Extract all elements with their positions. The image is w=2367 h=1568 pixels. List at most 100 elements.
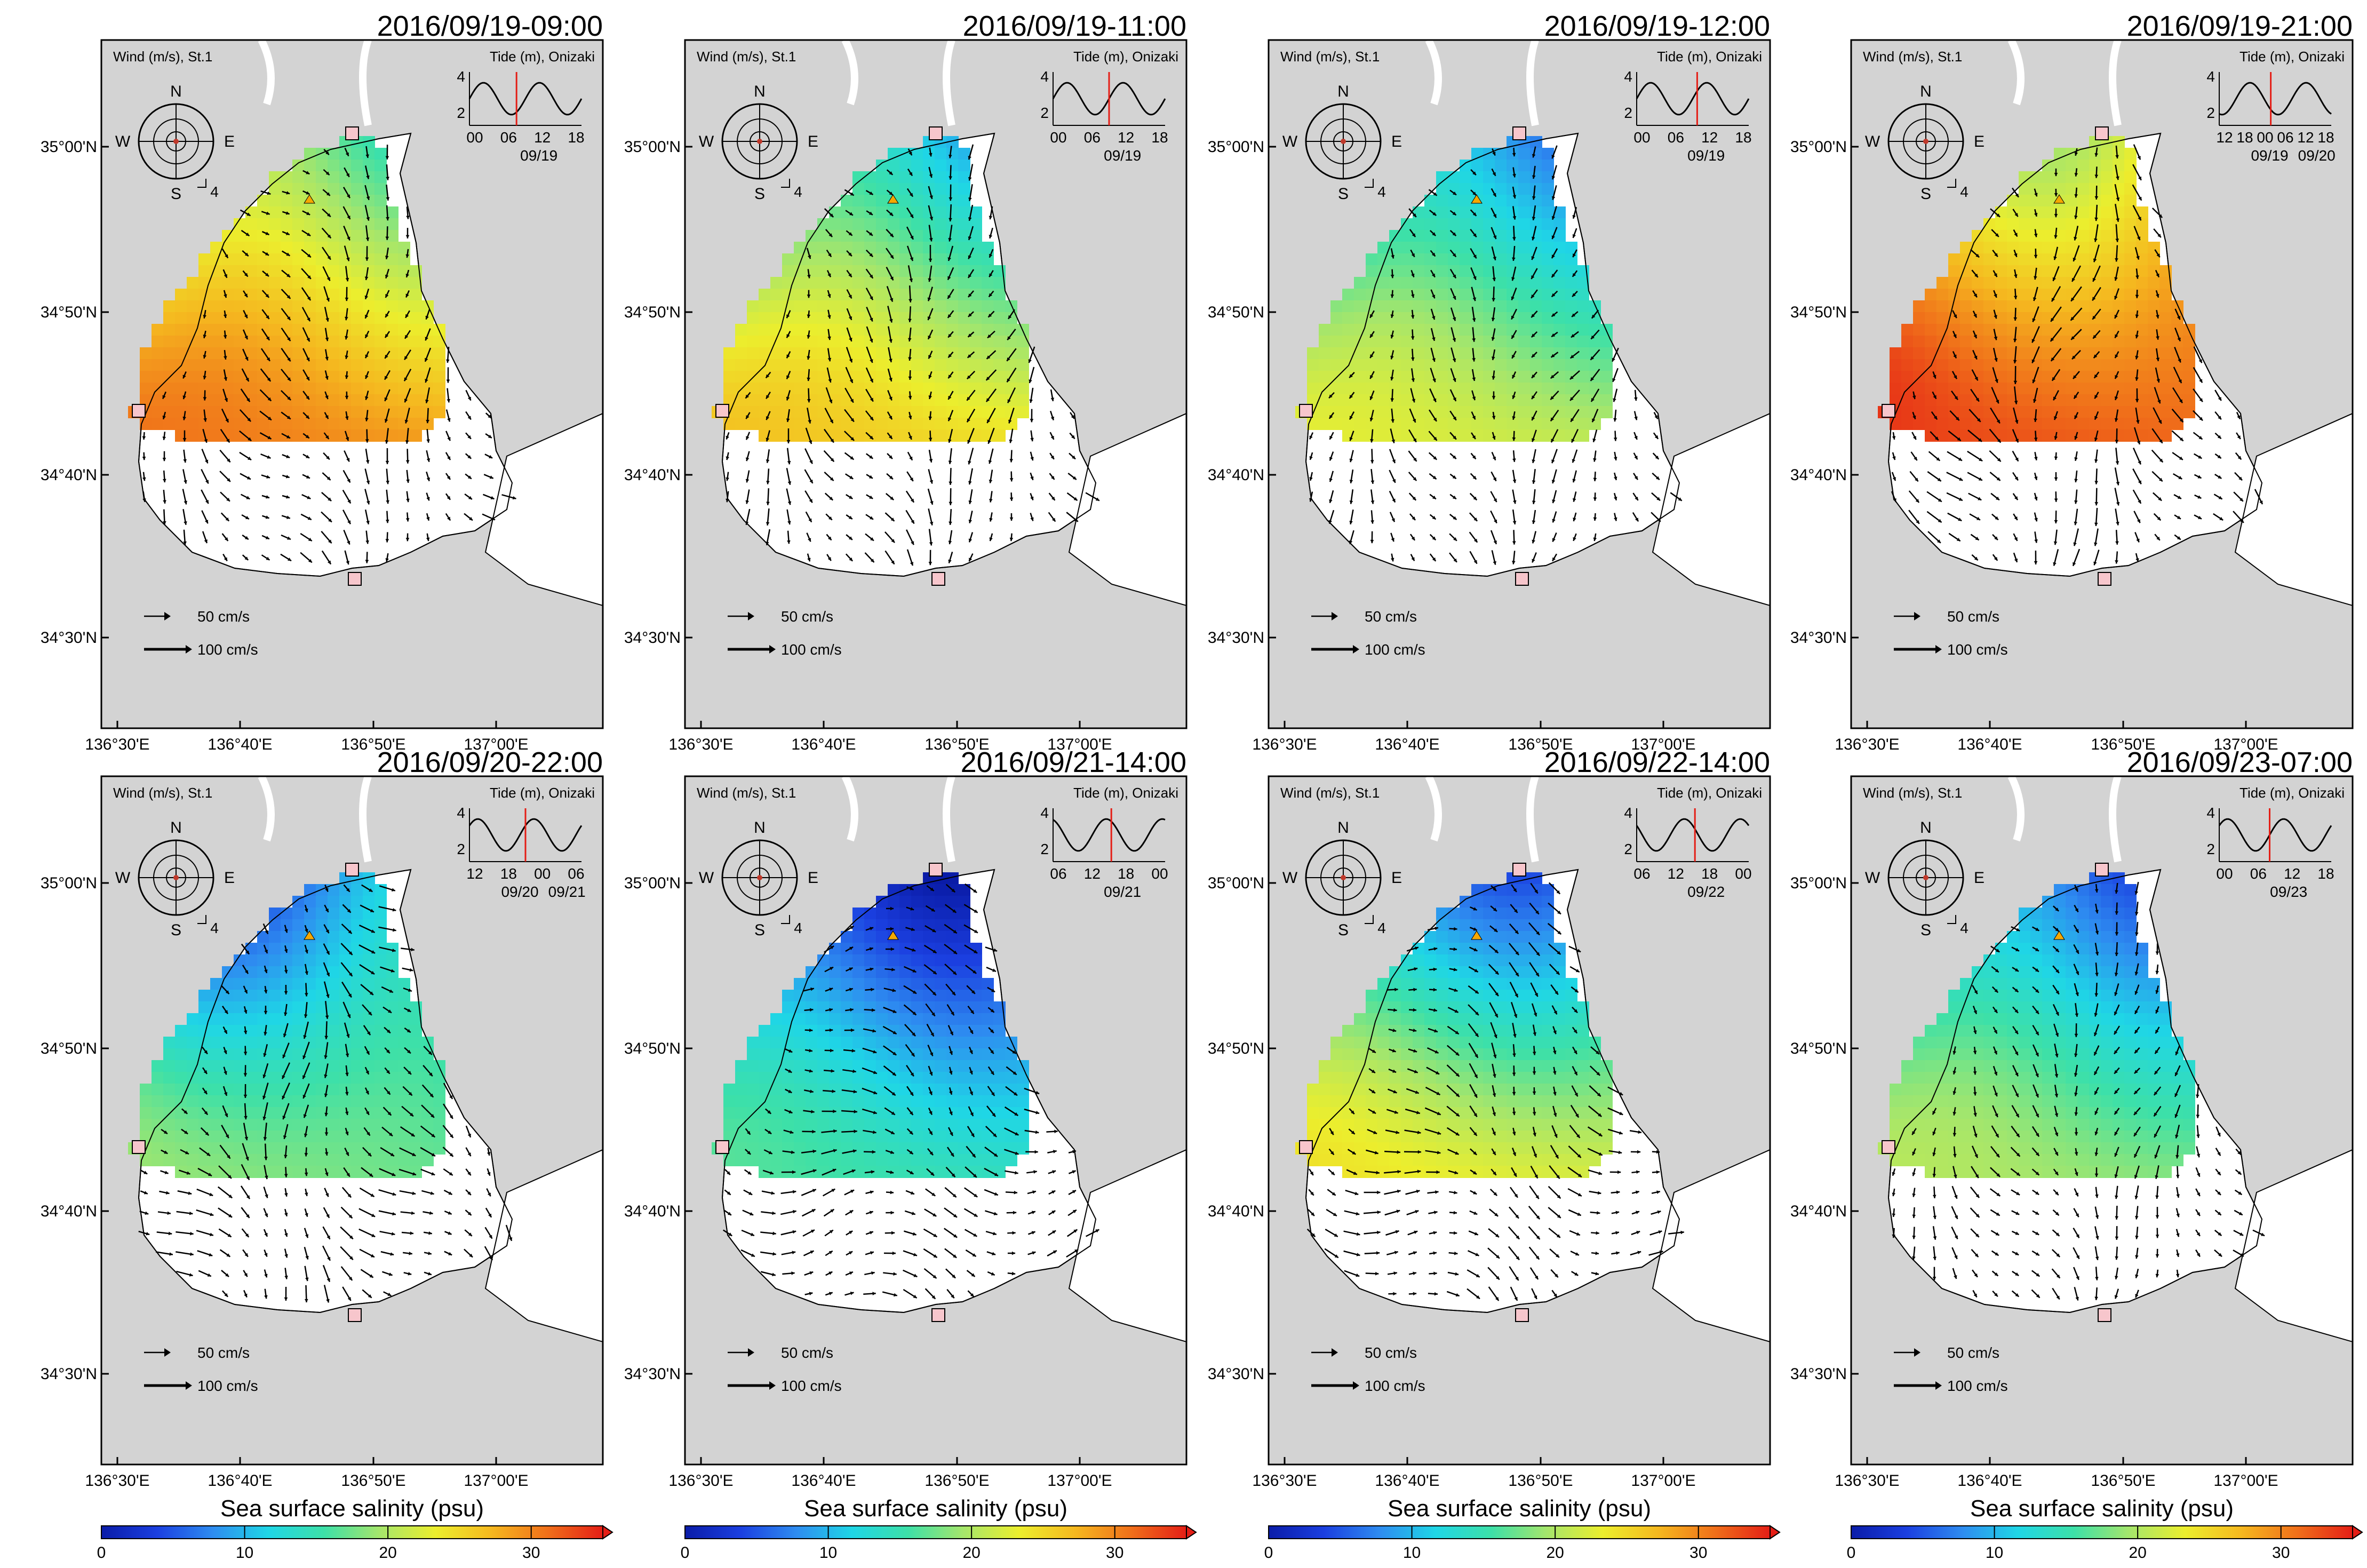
- compass-e: E: [224, 869, 235, 887]
- colorbar-tick: 10: [819, 1544, 837, 1562]
- legend-label: 50 cm/s: [1365, 608, 1417, 625]
- compass-w: W: [699, 869, 714, 887]
- current-vectors: [142, 145, 516, 565]
- compass-e: E: [1391, 133, 1402, 150]
- salinity-field: [1295, 136, 1613, 442]
- wind-label: Wind (m/s), St.1: [113, 49, 212, 65]
- compass-s: S: [1338, 921, 1349, 939]
- colorbar-tick: 0: [681, 1544, 690, 1562]
- wind-vector: [757, 875, 762, 880]
- lat-label: 35°00'N: [624, 874, 681, 892]
- lat-label: 34°40'N: [1790, 1203, 1847, 1220]
- outer-sea: [1068, 412, 1186, 607]
- lon-label: 136°40'E: [1957, 1472, 2022, 1490]
- lon-label: 136°40'E: [791, 736, 856, 753]
- lon-label: 136°50'E: [341, 736, 405, 753]
- compass-w: W: [1865, 869, 1880, 887]
- lat-label: 34°40'N: [41, 466, 97, 484]
- tide-tick: 12: [466, 865, 483, 882]
- compass-e: E: [808, 133, 818, 150]
- salinity-field: [712, 136, 1029, 442]
- wind-vector: [1923, 139, 1928, 144]
- station-triangle: [887, 930, 899, 940]
- lon-label: 137°00'E: [464, 736, 528, 753]
- lat-label: 34°40'N: [1790, 466, 1847, 484]
- lon-label: 136°40'E: [1375, 736, 1439, 753]
- tide-curve: [2218, 818, 2332, 852]
- current-vectors: [726, 144, 1100, 566]
- tide-date: 09/21: [548, 884, 586, 900]
- lat-label: 35°00'N: [1208, 874, 1264, 892]
- map-frame: [684, 39, 1188, 729]
- tide-label: Tide (m), Onizaki: [490, 49, 595, 65]
- colorbar-gradient: [1268, 1525, 1771, 1539]
- river: [1425, 40, 1539, 126]
- lat-label: 34°50'N: [41, 304, 97, 321]
- lon-label: 137°00'E: [1631, 736, 1695, 753]
- station-marker: [1299, 404, 1313, 418]
- svg-text:2: 2: [1624, 105, 1632, 121]
- river: [2007, 40, 2122, 126]
- lat-label: 34°30'N: [1208, 1365, 1264, 1383]
- tide-tick: 12: [2284, 865, 2300, 882]
- station-triangle: [2053, 930, 2065, 940]
- station-triangle: [304, 930, 315, 940]
- river: [841, 776, 955, 863]
- colorbar-title: Sea surface salinity (psu): [804, 1495, 1067, 1522]
- station-marker: [348, 572, 362, 586]
- station-marker: [345, 863, 359, 877]
- tide-tick: 00: [1050, 129, 1066, 146]
- river: [841, 40, 955, 126]
- coastline: [721, 132, 1097, 577]
- wind-scale-value: 4: [210, 184, 219, 200]
- panel-datetime: 2016/09/19-09:00: [377, 10, 603, 42]
- tide-tick: 18: [500, 865, 517, 882]
- tide-tick: 06: [1050, 865, 1066, 882]
- map-frame: [1850, 39, 2354, 729]
- coastline: [1305, 869, 1680, 1314]
- station-marker: [2095, 863, 2109, 877]
- current-vectors: [722, 883, 1100, 1300]
- colorbar-tick: 10: [1403, 1544, 1421, 1562]
- wind-label: Wind (m/s), St.1: [1280, 49, 1380, 65]
- compass-e: E: [1391, 869, 1402, 887]
- tide-tick: 12: [1118, 129, 1134, 146]
- tide-tick: 12: [2297, 129, 2314, 146]
- panel-datetime: 2016/09/21-14:00: [961, 746, 1186, 778]
- tide-tick: 12: [1084, 865, 1101, 882]
- lat-label: 34°30'N: [41, 629, 97, 647]
- map-panel: 35°00'N 34°50'N 34°40'N 34°30'N 136°30'E 136°…: [1208, 746, 1771, 1490]
- outer-sea: [1652, 412, 1770, 607]
- compass-e: E: [224, 133, 235, 150]
- wind-label: Wind (m/s), St.1: [1280, 785, 1380, 801]
- lat-label: 34°30'N: [1208, 629, 1264, 647]
- lat-label: 34°40'N: [624, 1203, 681, 1220]
- tide-label: Tide (m), Onizaki: [1657, 49, 1762, 65]
- compass-e: E: [1974, 869, 1985, 887]
- legend-label: 50 cm/s: [1365, 1344, 1417, 1361]
- lat-label: 34°50'N: [624, 1040, 681, 1057]
- map-frame: [1850, 775, 2354, 1466]
- tide-date: 09/19: [1104, 147, 1141, 164]
- tide-date: 09/20: [501, 884, 538, 900]
- tide-label: Tide (m), Onizaki: [1073, 785, 1178, 801]
- station-marker: [1515, 1308, 1529, 1322]
- map-panel: 35°00'N 34°50'N 34°40'N 34°30'N 136°30'E 136°…: [1790, 746, 2354, 1490]
- lon-label: 136°30'E: [668, 1472, 733, 1490]
- tide-tick: 18: [1118, 865, 1134, 882]
- salinity-field: [1878, 872, 2195, 1178]
- outer-sea: [1652, 1149, 1770, 1343]
- lat-label: 34°50'N: [1790, 1040, 1847, 1057]
- lon-label: 136°50'E: [925, 1472, 989, 1490]
- station-triangle: [1471, 930, 1483, 940]
- compass-n: N: [754, 819, 766, 837]
- lon-label: 136°40'E: [791, 1472, 856, 1490]
- tide-label: Tide (m), Onizaki: [2240, 49, 2345, 65]
- wind-scale-value: 4: [1960, 920, 1968, 936]
- map-panel: 35°00'N 34°50'N 34°40'N 34°30'N 136°30'E 136°…: [41, 746, 604, 1490]
- lat-label: 34°50'N: [624, 304, 681, 321]
- tide-tick: 00: [2216, 865, 2233, 882]
- wind-label: Wind (m/s), St.1: [113, 785, 212, 801]
- map-frame: [1268, 775, 1771, 1466]
